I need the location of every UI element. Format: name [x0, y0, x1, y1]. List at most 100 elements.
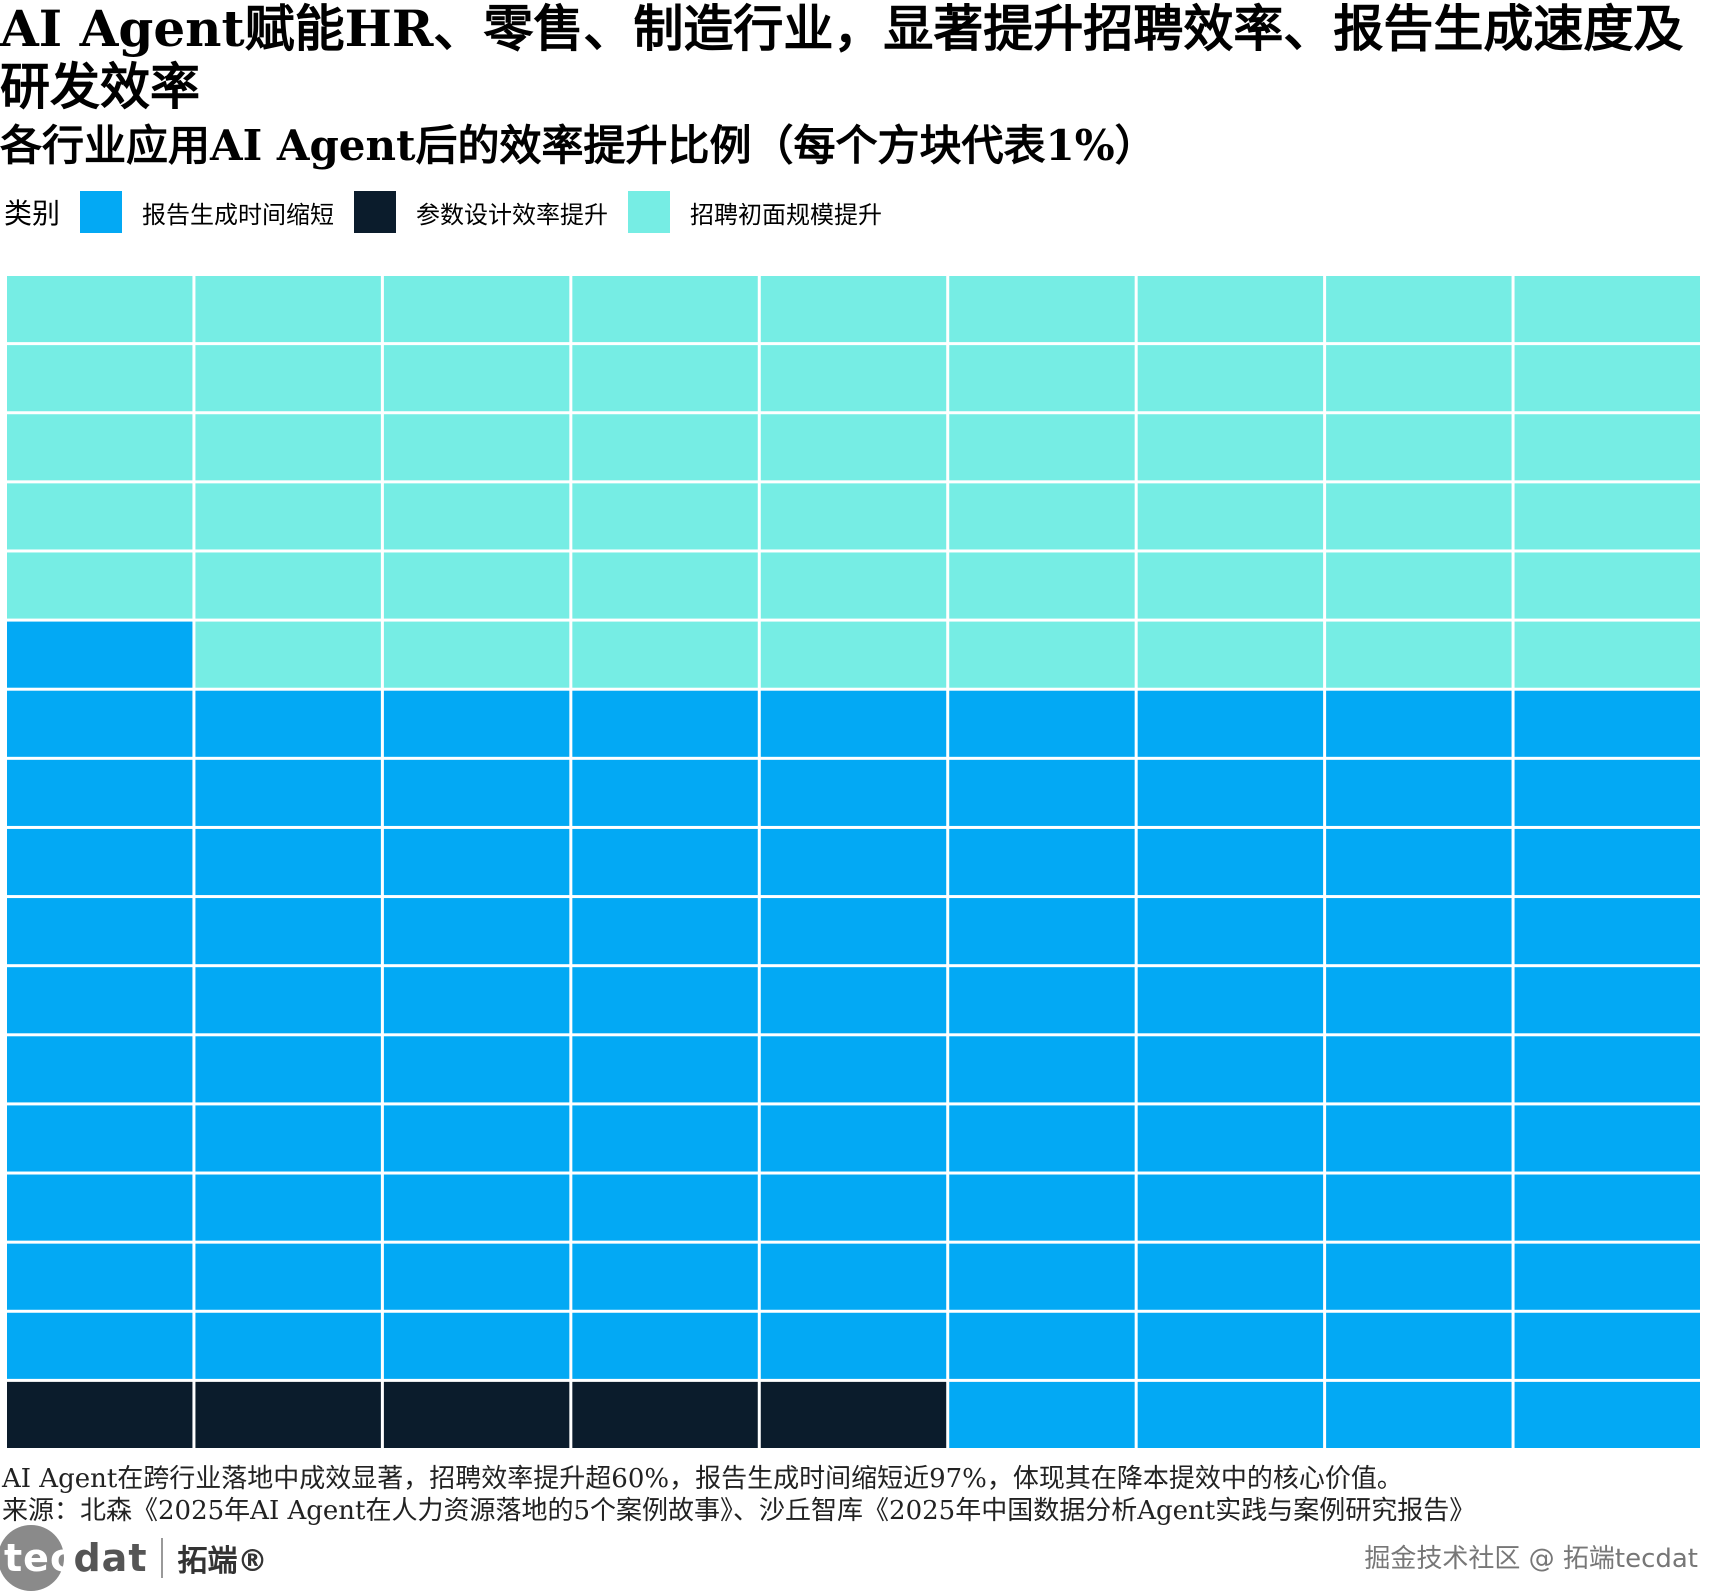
waffle-cell-series-2: [949, 276, 1135, 343]
waffle-cell-series-1: [195, 828, 381, 896]
waffle-cell-series-0: [195, 1381, 381, 1448]
waffle-cell-series-1: [1326, 967, 1512, 1034]
waffle-cell-series-1: [1326, 759, 1512, 826]
waffle-cell-series-2: [195, 276, 381, 343]
waffle-cell-series-1: [1137, 828, 1324, 896]
waffle-cell-series-2: [195, 345, 381, 412]
waffle-cell-series-1: [1137, 1381, 1324, 1448]
waffle-cell-series-2: [949, 483, 1135, 550]
waffle-cell-series-0: [383, 1381, 570, 1448]
waffle-cell-series-1: [760, 759, 947, 826]
waffle-cell-series-1: [1137, 1243, 1324, 1310]
waffle-cell-series-1: [1326, 828, 1512, 896]
legend-label-param: 参数设计效率提升: [416, 200, 609, 229]
waffle-cell-series-2: [383, 552, 570, 619]
waffle-cell-series-2: [1514, 552, 1700, 619]
waffle-cell-series-1: [572, 759, 758, 826]
legend-swatch-recruit: [628, 191, 671, 233]
waffle-cell-series-1: [7, 898, 193, 965]
waffle-cell-series-2: [760, 345, 947, 412]
waffle-cell-series-1: [572, 1174, 758, 1241]
waffle-cell-series-1: [1326, 1174, 1512, 1241]
waffle-cell-series-1: [7, 828, 193, 896]
waffle-cell-series-1: [572, 1243, 758, 1310]
waffle-cell-series-2: [572, 483, 758, 550]
logo-word: tecdat: [4, 1536, 148, 1580]
chart-subtitle: 各行业应用AI Agent后的效率提升比例（每个方块代表1%）: [0, 121, 1157, 170]
waffle-cell-series-1: [949, 1381, 1135, 1448]
waffle-cell-series-2: [383, 345, 570, 412]
waffle-cell-series-2: [195, 414, 381, 481]
waffle-cell-series-1: [572, 690, 758, 757]
waffle-cell-series-2: [1514, 276, 1700, 343]
waffle-cell-series-0: [7, 1381, 193, 1448]
chart-source: 来源：北森《2025年AI Agent在人力资源落地的5个案例故事》、沙丘智库《…: [2, 1496, 1476, 1526]
waffle-cell-series-1: [949, 1036, 1135, 1103]
waffle-cell-series-1: [383, 1312, 570, 1379]
waffle-cell-series-2: [1326, 345, 1512, 412]
waffle-cell-series-1: [1514, 967, 1700, 1034]
waffle-cell-series-2: [949, 552, 1135, 619]
waffle-cell-series-1: [7, 1105, 193, 1172]
legend-label-recruit: 招聘初面规模提升: [690, 200, 883, 229]
legend-label-report: 报告生成时间缩短: [142, 200, 335, 229]
waffle-cell-series-1: [195, 1243, 381, 1310]
waffle-cell-series-2: [7, 414, 193, 481]
waffle-cell-series-2: [383, 483, 570, 550]
waffle-cell-series-2: [383, 621, 570, 688]
waffle-cell-series-2: [760, 621, 947, 688]
waffle-cell-series-2: [195, 483, 381, 550]
waffle-cell-series-1: [760, 1243, 947, 1310]
waffle-cell-series-1: [7, 759, 193, 826]
waffle-cell-series-1: [1326, 1243, 1512, 1310]
waffle-cell-series-1: [195, 690, 381, 757]
waffle-cell-series-2: [1326, 621, 1512, 688]
waffle-cell-series-1: [195, 898, 381, 965]
chart-title: AI Agent赋能HR、零售、制造行业，显著提升招聘效率、报告生成速度及研发效…: [0, 0, 1684, 116]
waffle-cell-series-1: [949, 1105, 1135, 1172]
waffle-cell-series-2: [572, 414, 758, 481]
waffle-cell-series-2: [1326, 552, 1512, 619]
waffle-cell-series-1: [383, 1105, 570, 1172]
waffle-cell-series-2: [383, 414, 570, 481]
waffle-cell-series-1: [195, 1105, 381, 1172]
waffle-cell-series-1: [7, 967, 193, 1034]
waffle-cell-series-1: [1514, 898, 1700, 965]
waffle-cell-series-1: [760, 828, 947, 896]
legend-item-recruit: 招聘初面规模提升: [628, 191, 882, 233]
waffle-cell-series-1: [949, 759, 1135, 826]
waffle-cell-series-1: [1326, 1036, 1512, 1103]
waffle-cell-series-1: [949, 967, 1135, 1034]
waffle-cell-series-2: [1326, 483, 1512, 550]
waffle-cell-series-1: [949, 1174, 1135, 1241]
waffle-cell-series-1: [760, 967, 947, 1034]
waffle-cell-series-1: [383, 1174, 570, 1241]
waffle-cell-series-1: [760, 1174, 947, 1241]
waffle-cell-series-2: [1514, 483, 1700, 550]
waffle-cell-series-1: [1326, 1105, 1512, 1172]
waffle-cell-series-1: [1137, 690, 1324, 757]
waffle-cell-series-1: [760, 1312, 947, 1379]
waffle-cell-series-1: [383, 898, 570, 965]
logo-divider: [161, 1538, 164, 1578]
waffle-cell-series-1: [7, 1243, 193, 1310]
waffle-cell-series-1: [572, 1105, 758, 1172]
waffle-cell-series-2: [1514, 414, 1700, 481]
waffle-cell-series-1: [7, 1312, 193, 1379]
waffle-cell-series-1: [1514, 1036, 1700, 1103]
waffle-cell-series-2: [1137, 345, 1324, 412]
waffle-cell-series-1: [1137, 1312, 1324, 1379]
waffle-cell-series-1: [1137, 1105, 1324, 1172]
waffle-cell-series-1: [760, 1105, 947, 1172]
waffle-cell-series-2: [195, 621, 381, 688]
legend-item-report: 报告生成时间缩短: [80, 191, 334, 233]
waffle-cell-series-1: [572, 828, 758, 896]
waffle-cell-series-1: [1514, 1381, 1700, 1448]
waffle-cell-series-1: [383, 1243, 570, 1310]
waffle-cell-series-0: [572, 1381, 758, 1448]
waffle-cell-series-1: [195, 1174, 381, 1241]
waffle-cell-series-1: [383, 967, 570, 1034]
waffle-cell-series-2: [383, 276, 570, 343]
waffle-cell-series-1: [1514, 1243, 1700, 1310]
waffle-cell-series-2: [949, 414, 1135, 481]
